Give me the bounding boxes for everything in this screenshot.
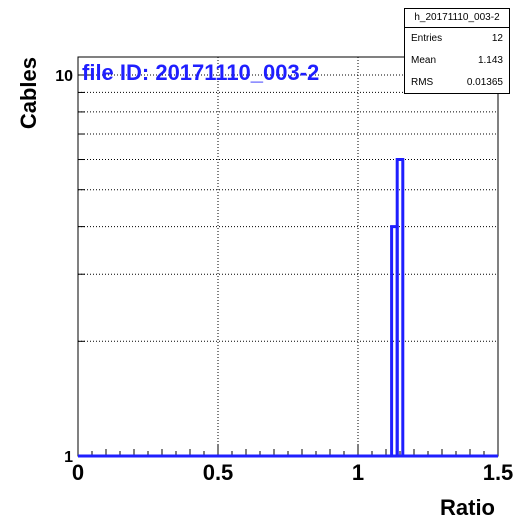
stats-label: Entries [411,33,443,44]
stats-label: Mean [411,55,437,66]
y-axis-label: Cables [16,57,41,129]
histogram-bars [78,158,498,458]
x-tick-labels: 0 0.5 1 1.5 [72,460,513,485]
x-axis-label: Ratio [440,495,495,520]
y-tick-label: 1 [64,449,73,466]
x-tick-label: 0.5 [203,460,234,485]
stats-value: 12 [491,33,503,44]
stats-row-rms: RMS 0.01365 [405,72,509,94]
y-tick-labels: 1 10 [55,68,73,466]
x-tick-label: 1.5 [483,460,514,485]
file-id-annotation: file ID: 20171110_003-2 [82,60,320,85]
grid-lines [78,57,498,456]
stats-box: h_20171110_003-2 Entries 12 Mean 1.143 R… [404,8,510,94]
stats-row-mean: Mean 1.143 [405,50,509,72]
x-tick-label: 0 [72,460,84,485]
stats-title: h_20171110_003-2 [405,9,509,28]
axis-ticks [77,74,499,457]
stats-value: 0.01365 [466,77,503,88]
x-tick-label: 1 [352,460,364,485]
stats-value: 1.143 [477,55,503,66]
y-tick-label: 10 [55,68,73,85]
stats-label: RMS [411,77,434,88]
histogram-bar [395,158,405,456]
stats-row-entries: Entries 12 [405,28,509,50]
plot-frame [77,56,499,457]
